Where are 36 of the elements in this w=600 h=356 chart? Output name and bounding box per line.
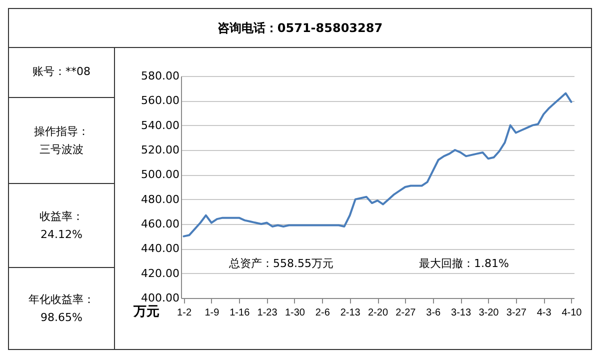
x-tick-label: 4-3 <box>536 308 552 318</box>
y-tick-label: 540.00 <box>141 118 180 132</box>
y-tick-label: 580.00 <box>141 70 180 82</box>
x-tick-label: 3-13 <box>451 308 472 318</box>
text: 98.65% <box>40 310 82 326</box>
x-tick-label: 2-6 <box>315 308 330 318</box>
x-tick-label: 1-9 <box>204 308 220 318</box>
y-tick-label: 520.00 <box>141 144 180 156</box>
y-tick-label: 560.00 <box>141 94 180 108</box>
text: 操作指导： <box>34 124 89 140</box>
x-tick-label: 1-2 <box>177 308 192 318</box>
y-tick-label: 460.00 <box>141 218 180 230</box>
y-tick-label: 480.00 <box>141 192 180 206</box>
y-tick-label: 420.00 <box>141 266 180 280</box>
text: 年化收益率： <box>28 292 94 308</box>
x-tick-label: 1-30 <box>284 308 306 318</box>
annotation: 最大回撤：1.81% <box>419 257 509 270</box>
x-tick-label: 1-23 <box>257 308 278 318</box>
x-tick-label: 3-27 <box>506 308 527 318</box>
chart-title: 咨询电话：0571-85803287 <box>9 9 591 48</box>
x-tick-label: 3-20 <box>478 308 500 318</box>
text: 收益率： <box>40 208 84 224</box>
y-tick-label: 500.00 <box>141 168 180 182</box>
x-tick-label: 4-10 <box>562 308 582 318</box>
x-tick-label: 2-13 <box>340 308 361 318</box>
y-tick-label: 440.00 <box>141 242 180 256</box>
x-tick-label: 2-27 <box>396 308 416 318</box>
y-axis-title: 万元 <box>132 304 160 320</box>
text: 24.12% <box>40 226 82 242</box>
x-tick-label: 3-6 <box>426 308 442 318</box>
annotation: 总资产：558.55万元 <box>228 257 334 270</box>
x-tick-label: 2-20 <box>368 308 388 318</box>
x-tick-label: 1-16 <box>230 308 250 318</box>
y-tick-label: 400.00 <box>141 292 180 304</box>
text: 账号：**08 <box>32 64 90 80</box>
text: 三号波波 <box>40 142 84 158</box>
